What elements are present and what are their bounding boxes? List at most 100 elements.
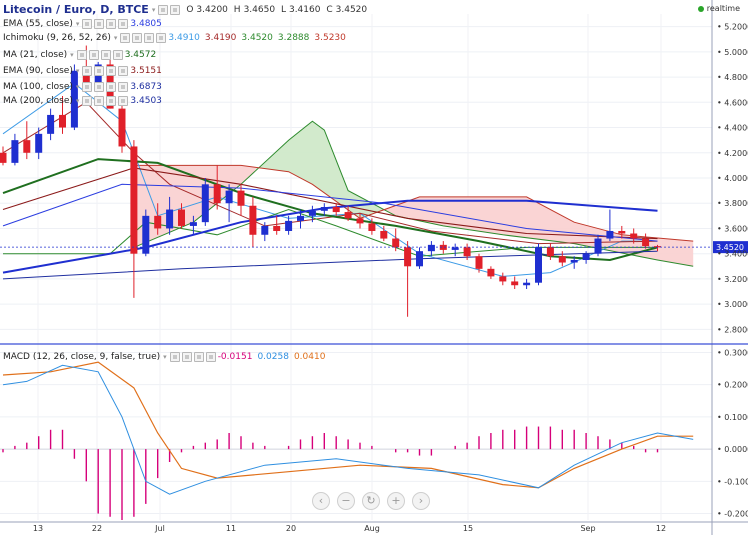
legend-ma200[interactable]: MA (200, close) ▾ 3.4503 (3, 95, 167, 107)
eye-icon[interactable] (120, 33, 131, 43)
price-tick-label: • 4.4000 (717, 124, 748, 133)
chevron-down-icon[interactable]: ▾ (113, 34, 118, 42)
gear-icon[interactable] (94, 82, 105, 92)
candle-body (368, 223, 376, 231)
ohlc-close-key: C (326, 4, 333, 15)
candle-body (558, 256, 566, 263)
eye-icon[interactable] (169, 352, 180, 362)
price-tick-label: • 3.0000 (717, 300, 748, 309)
add-icon[interactable] (106, 96, 117, 106)
price-tick-label: • 5.0000 (717, 48, 748, 57)
ohlc-open-key: O (186, 4, 194, 15)
legend-ichimoku[interactable]: Ichimoku (9, 26, 52, 26) ▾ 3.4910 3.4190… (3, 32, 351, 44)
candle-body (439, 244, 447, 250)
legend-ema90-value: 3.5151 (130, 66, 162, 76)
price-tick-label: • 3.4000 (717, 250, 748, 259)
close-icon[interactable] (118, 19, 129, 29)
candle-body (273, 225, 281, 231)
realtime-dot-icon (697, 5, 704, 12)
reset-icon[interactable]: ↻ (362, 492, 380, 510)
legend-ichimoku-kijun: 3.4190 (204, 33, 237, 43)
add-icon[interactable] (193, 352, 204, 362)
candle-body (225, 190, 233, 204)
candle-body (178, 209, 185, 226)
candle-body (70, 70, 78, 128)
candle-body (261, 225, 269, 235)
macd-signal-line (2, 361, 694, 489)
time-tick-label: Sep (580, 524, 595, 533)
candle-body (189, 222, 197, 226)
ohlc-open: 3.4200 (196, 4, 228, 15)
legend-ma100[interactable]: MA (100, close) ▾ 3.6873 (3, 81, 167, 93)
zoom-in-icon[interactable]: + (387, 492, 405, 510)
ohlc-high-key: H (233, 4, 241, 15)
macd-tick-label: • -0.1000 (717, 477, 748, 486)
price-tick-label: • 4.0000 (717, 174, 748, 183)
chevron-down-icon[interactable]: ▾ (70, 51, 74, 59)
chevron-down-icon[interactable]: ▾ (75, 67, 80, 75)
legend-ichimoku-chikou: 3.4520 (241, 33, 273, 43)
gear-icon[interactable] (94, 96, 105, 106)
candle-body (416, 251, 423, 267)
candle-body (82, 70, 90, 84)
chevron-right-icon[interactable]: › (412, 492, 430, 510)
chevron-down-icon[interactable]: ▾ (163, 353, 167, 361)
gear-icon[interactable] (94, 66, 105, 76)
eye-icon[interactable] (158, 4, 169, 15)
price-tick-label: • 3.6000 (717, 224, 748, 233)
candle-body (618, 230, 626, 234)
gear-icon[interactable] (132, 33, 143, 43)
gear-icon[interactable] (94, 19, 105, 29)
chevron-down-icon[interactable]: ▾ (75, 97, 80, 105)
line-ema-90-close (2, 167, 658, 240)
gear-icon[interactable] (181, 352, 192, 362)
candle-body (427, 244, 435, 252)
eye-icon[interactable] (82, 82, 93, 92)
current-price-tag (713, 241, 748, 254)
title-dropdown-icon[interactable]: ▾ (151, 5, 156, 14)
legend-macd[interactable]: MACD (12, 26, close, 9, false, true) ▾ -… (3, 351, 330, 363)
close-icon[interactable] (156, 33, 167, 43)
eye-icon[interactable] (82, 96, 93, 106)
legend-ma21[interactable]: MA (21, close) ▾ 3.4572 (3, 49, 161, 61)
chevron-left-icon[interactable]: ‹ (312, 492, 330, 510)
legend-ichimoku-label: Ichimoku (9, 26, 52, 26) (3, 33, 111, 43)
candle-body (570, 260, 578, 263)
gear-icon[interactable] (170, 4, 181, 15)
close-icon[interactable] (112, 50, 123, 60)
legend-macd-label: MACD (12, 26, close, 9, false, true) (3, 352, 161, 362)
close-icon[interactable] (118, 82, 129, 92)
candle-body (297, 215, 304, 221)
add-icon[interactable] (106, 19, 117, 29)
title-row: Litecoin / Euro, D, BTCE ▾ O 3.4200 H 3.46… (3, 3, 370, 16)
legend-ema55[interactable]: EMA (55, close) ▾ 3.4805 (3, 18, 167, 30)
grid (0, 14, 712, 520)
add-icon[interactable] (100, 50, 111, 60)
add-icon[interactable] (106, 66, 117, 76)
legend-ma200-label: MA (200, close) (3, 96, 73, 106)
chevron-down-icon[interactable]: ▾ (75, 20, 80, 28)
candle-body (166, 209, 174, 229)
legend-ichimoku-tenkan: 3.4910 (168, 33, 200, 43)
candle-body (356, 218, 364, 224)
candle-body (451, 247, 459, 250)
candle-body (59, 114, 66, 128)
zoom-out-icon[interactable]: − (337, 492, 355, 510)
add-icon[interactable] (106, 82, 117, 92)
close-icon[interactable] (205, 352, 216, 362)
time-tick-label: 13 (33, 524, 43, 533)
chart-title: Litecoin / Euro, D, BTCE (3, 3, 149, 16)
eye-icon[interactable] (82, 66, 93, 76)
legend-macd-signal: 0.0410 (293, 352, 326, 362)
add-icon[interactable] (144, 33, 155, 43)
chevron-down-icon[interactable]: ▾ (75, 83, 80, 91)
close-icon[interactable] (118, 96, 129, 106)
price-tick-label: • 4.2000 (717, 149, 748, 158)
close-icon[interactable] (118, 66, 129, 76)
gear-icon[interactable] (88, 50, 99, 60)
legend-ema90[interactable]: EMA (90, close) ▾ 3.5151 (3, 65, 167, 77)
eye-icon[interactable] (82, 19, 93, 29)
eye-icon[interactable] (76, 50, 87, 60)
